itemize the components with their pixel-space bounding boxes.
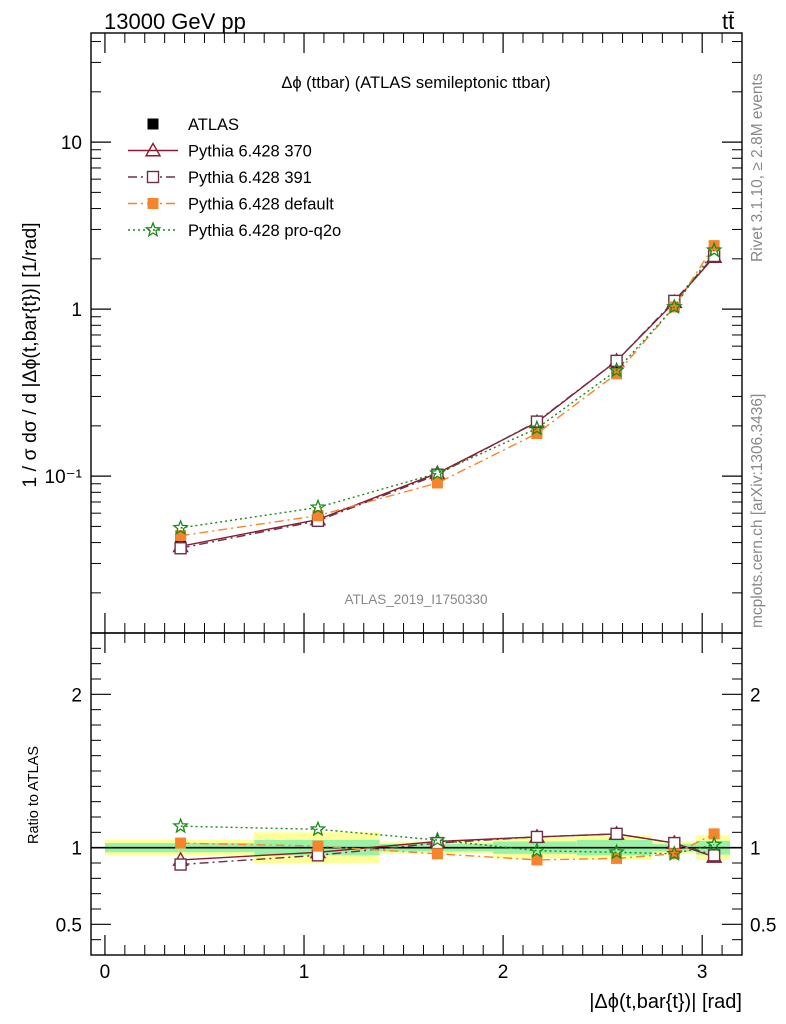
ratio-point xyxy=(312,840,324,852)
xlabel: |Δϕ(t,bar{t})| [rad] xyxy=(589,991,742,1013)
ratio-point xyxy=(608,843,625,860)
data-point xyxy=(431,477,443,489)
x-tick-label: 2 xyxy=(498,962,509,983)
main-panel: 10⁻¹ 1 10 Δϕ (ttbar) (ATLAS semileptonic t… xyxy=(19,32,743,634)
data-point xyxy=(666,298,683,315)
legend-label: Pythia 6.428 pro-q2o xyxy=(188,222,341,240)
legend-marker xyxy=(147,198,159,209)
ratio-point xyxy=(431,848,443,860)
ratio-tick-label: 2 xyxy=(71,685,82,706)
legend-label: ATLAS xyxy=(188,116,239,134)
ratio-point xyxy=(665,845,683,861)
x-tick-label: 1 xyxy=(299,962,310,983)
ratio-point xyxy=(610,827,623,841)
legend-marker xyxy=(146,170,160,184)
ratio-point xyxy=(428,831,446,848)
y-tick-label: 1 xyxy=(71,300,82,321)
data-point xyxy=(312,510,324,522)
ratio-tick-label: 1 xyxy=(71,839,82,860)
data-point xyxy=(608,361,625,378)
series-3 xyxy=(175,240,720,542)
series-line xyxy=(180,249,715,529)
legend-label: Pythia 6.428 default xyxy=(188,196,334,214)
analysis-watermark: ATLAS_2019_I1750330 xyxy=(344,592,487,607)
y-tick-label: 10 xyxy=(61,133,82,154)
ratio-point xyxy=(707,849,721,862)
ratio-point xyxy=(611,852,623,864)
ratio-tick-label-right: 2 xyxy=(750,685,761,706)
ratio-point xyxy=(309,820,327,837)
series-1 xyxy=(172,248,723,553)
data-point xyxy=(172,519,189,535)
ratio-point xyxy=(668,848,680,860)
header-right: tt̄ xyxy=(722,9,734,34)
main-ylabel: 1 / σ dσ / d |Δϕ(t,bar{t})| [1/rad] xyxy=(19,222,41,487)
ratio-series-2 xyxy=(175,828,720,866)
ratio-series-3 xyxy=(172,817,723,861)
ratio-panel: 0.5 0.5 1 1 2 2 0 1 2 3 Ratio to ATLAS |Δϕ(t,bar{… xyxy=(26,632,776,1013)
y-tick-label: 10⁻¹ xyxy=(45,467,83,488)
main-title: Δϕ (ttbar) (ATLAS semileptonic ttbar) xyxy=(281,74,550,92)
data-point xyxy=(708,240,720,252)
x-tick-label: 0 xyxy=(100,962,111,983)
ratio-point xyxy=(174,858,187,871)
ratio-ylabel: Ratio to ATLAS xyxy=(26,746,42,844)
legend-marker xyxy=(144,142,162,157)
data-point xyxy=(531,427,543,439)
series-2 xyxy=(174,249,721,555)
ratio-point xyxy=(175,837,187,849)
legend: ATLAS Pythia 6.428 370 Pythia 6.428 391 Pyt… xyxy=(128,116,341,240)
header-left: 13000 GeV pp xyxy=(104,9,246,34)
data-point xyxy=(428,464,446,481)
rivet-label: Rivet 3.1.10, ≥ 2.8M events xyxy=(749,73,766,262)
series-line xyxy=(180,256,715,547)
data-point xyxy=(528,419,546,436)
ratio-point xyxy=(172,817,189,834)
legend-label: Pythia 6.428 391 xyxy=(188,169,312,187)
ratio-point xyxy=(708,828,720,840)
ratio-point xyxy=(531,854,543,866)
mcplots-label: mcplots.cern.ch [arXiv:1306.3436] xyxy=(749,394,766,628)
data-point xyxy=(610,354,623,368)
legend-label: Pythia 6.428 370 xyxy=(188,143,312,161)
series-0 xyxy=(175,246,720,545)
series-4 xyxy=(172,241,723,535)
data-point xyxy=(175,530,187,542)
x-tick-label: 3 xyxy=(697,962,708,983)
legend-marker xyxy=(147,118,159,130)
data-point xyxy=(705,241,723,258)
data-point xyxy=(309,498,327,515)
series-line xyxy=(180,255,715,549)
ratio-point xyxy=(705,835,723,852)
series-line xyxy=(180,245,715,537)
data-point xyxy=(174,542,187,555)
ratio-point xyxy=(528,841,546,858)
ratio-point xyxy=(530,830,544,844)
ratio-tick-label-right: 1 xyxy=(750,839,761,860)
ratio-frame xyxy=(90,632,743,956)
ratio-tick-label-right: 0.5 xyxy=(750,915,776,936)
legend-marker xyxy=(144,221,162,238)
ratio-tick-label: 0.5 xyxy=(56,915,82,936)
